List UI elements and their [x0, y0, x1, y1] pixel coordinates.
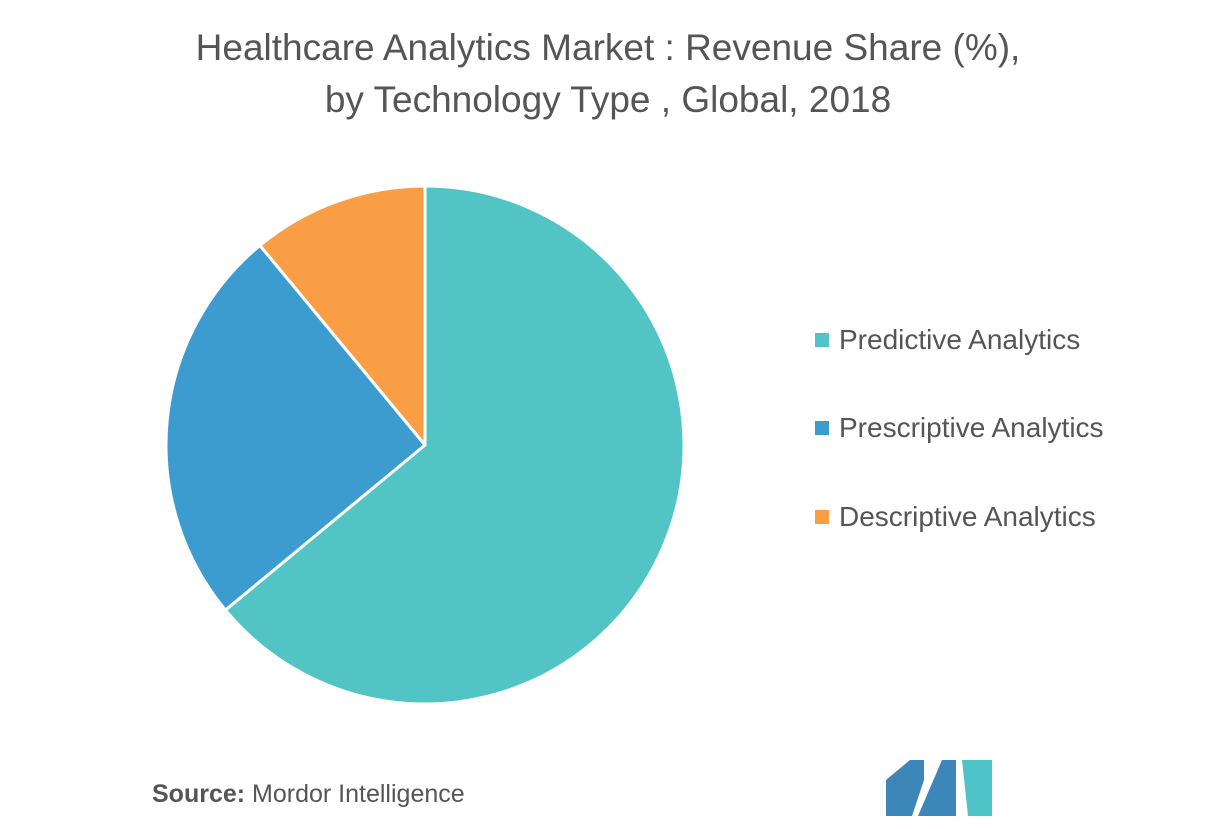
logo-shape-middle: [918, 760, 956, 816]
source-note: Source: Mordor Intelligence: [152, 776, 465, 812]
legend-swatch-predictive: [815, 333, 829, 347]
legend-swatch-prescriptive: [815, 421, 829, 435]
pie-slice-descriptive: [258, 184, 427, 447]
legend-label-prescriptive: Prescriptive Analytics: [839, 412, 1104, 443]
legend-label-predictive: Predictive Analytics: [839, 324, 1081, 355]
pie-slice-prescriptive: [164, 243, 427, 612]
chart-title: Healthcare Analytics Market : Revenue Sh…: [0, 22, 1216, 126]
source-label: Source:: [152, 780, 246, 808]
chart-title-line-1: Healthcare Analytics Market : Revenue Sh…: [195, 27, 1021, 68]
pie-chart: [164, 184, 686, 706]
chart-title-line-2: by Technology Type , Global, 2018: [324, 79, 892, 120]
legend-swatch-descriptive: [815, 510, 829, 524]
pie-slice-predictive: [223, 184, 686, 706]
logo-shape-left: [886, 760, 924, 816]
source-name: Mordor Intelligence: [252, 780, 465, 808]
legend-label-descriptive: Descriptive Analytics: [839, 501, 1096, 532]
mordor-intelligence-logo: [886, 760, 992, 816]
logo-shape-right: [962, 760, 992, 816]
